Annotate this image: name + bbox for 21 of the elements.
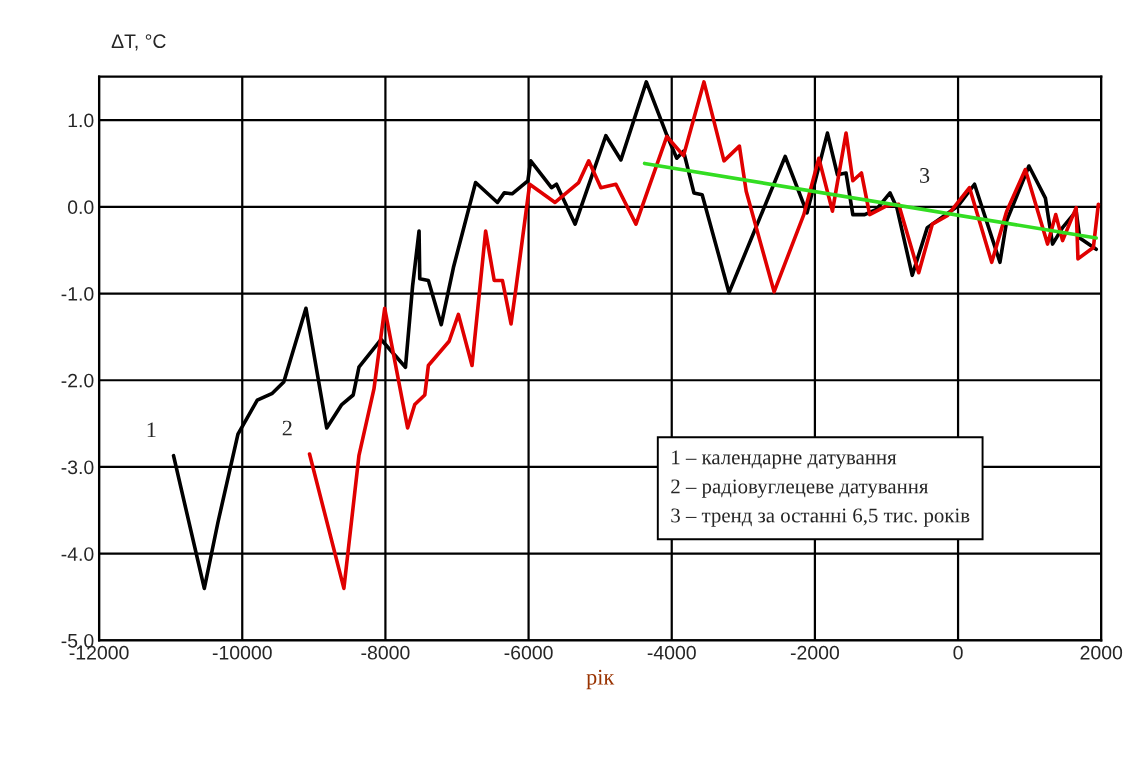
x-tick-label: -6000 — [504, 645, 553, 660]
y-tick-label: -2.0 — [61, 373, 94, 388]
series-label: 1 — [147, 422, 156, 438]
x-tick-label: 0 — [953, 645, 963, 660]
x-axis-title: рік — [586, 669, 615, 690]
x-tick-label: -10000 — [212, 645, 272, 660]
y-tick-label: 1.0 — [68, 113, 94, 128]
x-tick-label: 2000 — [1080, 645, 1123, 660]
annotation: 2 – радіовуглецеве датування — [671, 479, 929, 498]
x-tick-label: -4000 — [647, 645, 696, 660]
y-tick-label: -1.0 — [61, 286, 94, 301]
x-tick-label: -8000 — [361, 645, 410, 660]
y-axis-title: ΔT, °C — [111, 34, 166, 51]
x-tick-label: -2000 — [790, 645, 840, 660]
y-tick-label: 0.0 — [67, 200, 94, 215]
series-label: 3 — [920, 168, 930, 183]
annotation: 3 – тренд за останні 6,5 тис. років — [671, 508, 970, 527]
series-label: 2 — [282, 420, 292, 436]
y-tick-label: -3.0 — [61, 460, 94, 475]
y-tick-label: -4.0 — [61, 547, 94, 561]
annotation: 1 – календарне датування — [672, 450, 897, 469]
